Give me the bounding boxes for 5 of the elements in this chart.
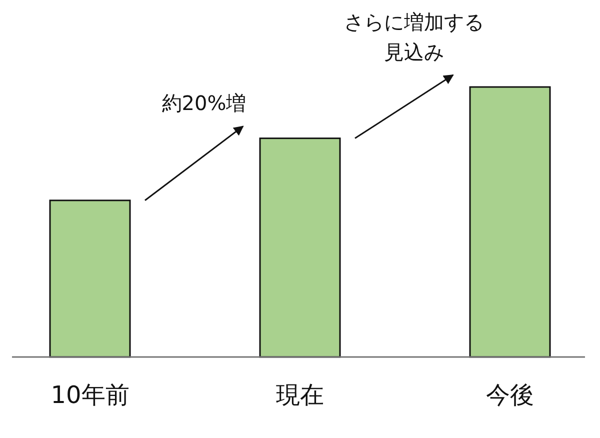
annotation: 約20%増	[160, 90, 248, 118]
x-tick-label: 現在	[275, 380, 325, 411]
x-tick-label: 今後	[485, 380, 535, 411]
x-tick-label: 10年前	[50, 380, 130, 411]
text: さらに増加する見込み	[343, 9, 485, 66]
